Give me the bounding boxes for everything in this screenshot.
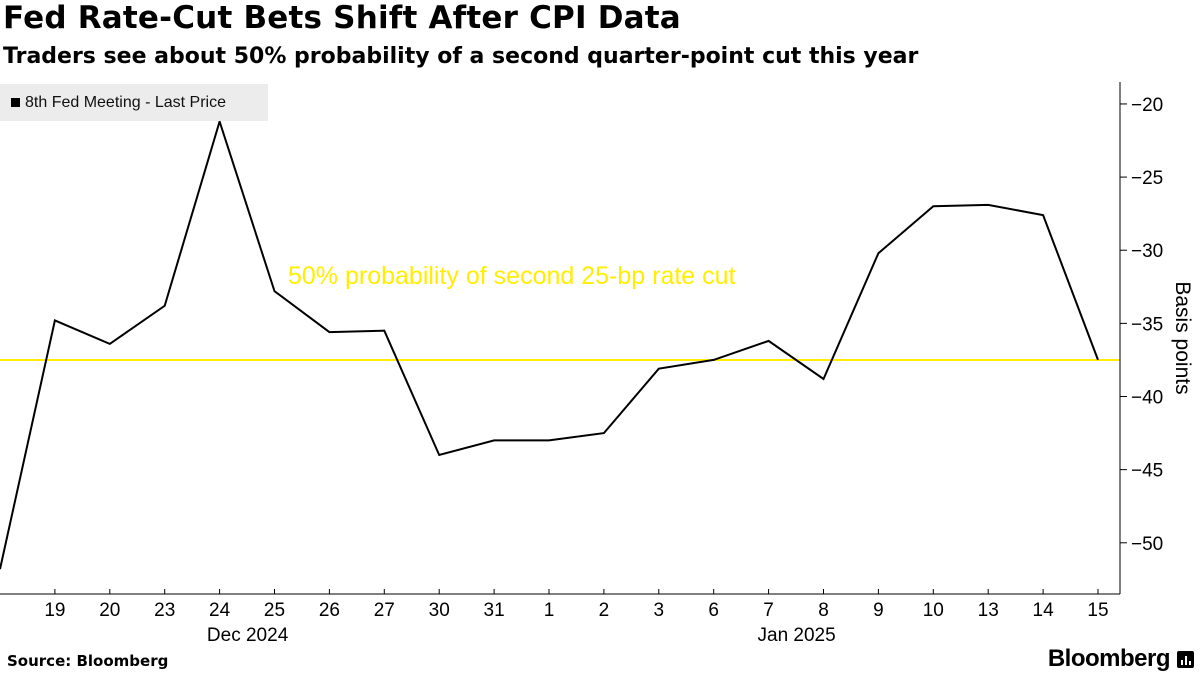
x-tick-label: 23 (154, 600, 175, 621)
y-axis-title: Basis points (1171, 281, 1194, 394)
x-tick-label: 15 (1087, 600, 1108, 621)
x-tick-label: 13 (978, 600, 999, 621)
x-tick-label: 26 (319, 600, 340, 621)
x-tick-label: 25 (264, 600, 285, 621)
x-tick-label: 9 (873, 600, 884, 621)
legend-swatch (11, 98, 20, 107)
x-tick-label: 27 (374, 600, 395, 621)
bloomberg-terminal-icon (1177, 650, 1194, 668)
reference-line-label: 50% probability of second 25-bp rate cut (288, 262, 736, 290)
x-tick-label: 19 (44, 600, 65, 621)
x-tick-label: 6 (708, 600, 719, 621)
x-month-label: Dec 2024 (207, 625, 289, 646)
x-tick-label: 14 (1033, 600, 1055, 621)
reference-line-group: 50% probability of second 25-bp rate cut (0, 262, 1120, 361)
chart-subtitle: Traders see about 50% probability of a s… (3, 44, 919, 69)
series-group (0, 118, 1099, 570)
x-tick-label: 20 (99, 600, 120, 621)
y-tick-label: −30 (1131, 241, 1163, 262)
x-tick-label: 10 (923, 600, 944, 621)
x-tick-label: 3 (654, 600, 665, 621)
x-month-label: Jan 2025 (758, 625, 836, 646)
x-tick-label: 1 (544, 600, 555, 621)
source-note: Source: Bloomberg (7, 652, 169, 670)
series-line (0, 118, 1099, 570)
chart-title: Fed Rate-Cut Bets Shift After CPI Data (3, 0, 681, 36)
legend: 8th Fed Meeting - Last Price (0, 84, 268, 121)
y-tick-label: −20 (1131, 95, 1163, 116)
x-tick-label: 24 (209, 600, 231, 621)
y-tick-label: −50 (1131, 534, 1163, 555)
x-tick-label: 7 (763, 600, 774, 621)
x-tick-label: 30 (429, 600, 450, 621)
x-tick-label: 31 (484, 600, 505, 621)
x-tick-label: 2 (599, 600, 610, 621)
y-tick-label: −35 (1131, 314, 1163, 335)
brand-name: Bloomberg (1047, 645, 1171, 672)
y-tick-label: −25 (1131, 168, 1163, 189)
legend-label: 8th Fed Meeting - Last Price (25, 93, 226, 111)
brand-logo: Bloomberg (1048, 645, 1194, 673)
y-tick-label: −45 (1131, 461, 1163, 482)
x-tick-label: 8 (818, 600, 829, 621)
y-tick-label: −40 (1131, 388, 1163, 409)
y-axis: −50 −45 −40 −35 −30 −25 −20 Basis points (1119, 82, 1194, 594)
